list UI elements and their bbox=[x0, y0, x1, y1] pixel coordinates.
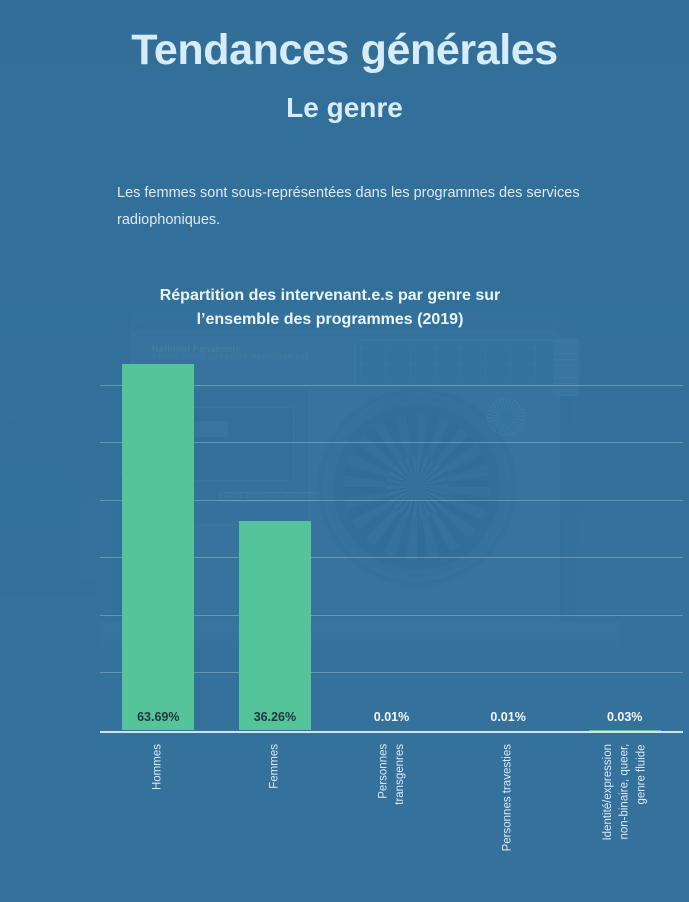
gridline bbox=[100, 557, 683, 559]
bar-value-label: 36.26% bbox=[253, 710, 297, 724]
chart-title-line-2: l’ensemble des programmes (2019) bbox=[196, 311, 464, 328]
x-axis-category-label: Personnes transgenres bbox=[376, 744, 406, 805]
x-axis-category-label: Femmes bbox=[268, 744, 281, 789]
x-axis-category-label: Personnes travesties bbox=[501, 744, 514, 852]
x-axis-category-label: Hommes bbox=[151, 744, 164, 791]
bar-value-label: 0.01% bbox=[490, 710, 526, 724]
x-axis-line bbox=[100, 731, 683, 733]
gridline bbox=[100, 384, 683, 386]
x-axis-category-label: Identité/expression non-binaire, queer, … bbox=[601, 744, 648, 841]
gridline bbox=[100, 614, 683, 616]
gridline bbox=[100, 672, 683, 674]
plot-area: 010203040506063.69%36.26%0.01%0.01%0.03% bbox=[100, 356, 683, 730]
page-subtitle: Le genre bbox=[286, 92, 403, 123]
gridline bbox=[100, 442, 683, 444]
bar-value-label: 0.03% bbox=[606, 710, 643, 724]
bar[interactable] bbox=[122, 363, 195, 730]
bar-value-label: 0.01% bbox=[373, 710, 410, 724]
bar[interactable] bbox=[238, 521, 311, 730]
gridline bbox=[100, 499, 683, 501]
intro-paragraph: Les femmes sont sous-représentées dans l… bbox=[117, 185, 580, 228]
bar-value-label: 63.69% bbox=[137, 710, 180, 724]
chart-title-line-1: Répartition des intervenant.e.s par genr… bbox=[159, 287, 501, 304]
page-title: Tendances générales bbox=[131, 26, 558, 74]
chart-title: Répartition des intervenant.e.s par genr… bbox=[95, 284, 565, 332]
